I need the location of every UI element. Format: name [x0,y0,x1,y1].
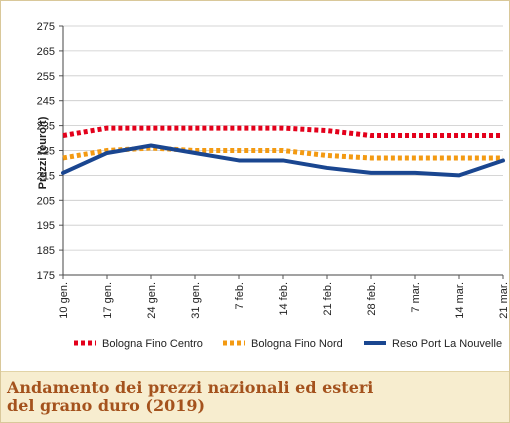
x-tick-labels: 10 gen. 17 gen. 24 gen. 31 gen. 7 feb. 14 feb… [58,282,510,319]
x-tick-label: 21 mar. [498,282,510,319]
y-axis-label: Prezzi (euro/t) [37,116,49,189]
x-tick-label: 28 feb. [366,282,378,316]
y-tick-label: 245 [37,96,55,108]
series-line-0 [62,125,503,139]
x-tick-label: 7 mar. [410,282,422,313]
x-tick-label: 21 feb. [322,282,334,316]
legend: Bologna Fino Centro Bologna Fino Nord Reso… [74,338,502,350]
series-line-1 [62,145,503,161]
y-tick-label: 275 [37,21,55,33]
y-tick-label: 215 [37,170,55,182]
y-tick-label: 265 [37,46,55,58]
series-line-2 [61,143,505,178]
y-tick-labels: 175 185 195 205 215 225 235 245 255 265 275 [37,21,55,282]
legend-label-2: Reso Port La Nouvelle [392,338,502,350]
line-chart: 175 185 195 205 215 225 235 245 255 265 275 10 gen… [37,21,510,350]
y-tick-label: 195 [37,220,55,232]
y-tick-label: 235 [37,121,55,133]
axes [59,25,504,279]
x-tick-label: 17 gen. [102,282,114,319]
x-tick-label: 7 feb. [234,282,246,310]
series-lines [61,125,505,178]
y-tick-label: 255 [37,71,55,83]
y-tick-label: 225 [37,146,55,158]
x-tick-label: 10 gen. [58,282,70,319]
x-tick-label: 24 gen. [146,282,158,319]
caption-line-1: Andamento dei prezzi nazionali ed esteri [7,378,374,397]
y-tick-label: 185 [37,245,55,257]
caption-line-2: del grano duro (2019) [7,396,206,415]
legend-label-0: Bologna Fino Centro [102,338,203,350]
x-tick-label: 14 feb. [278,282,290,316]
x-tick-label: 14 mar. [454,282,466,319]
legend-label-1: Bologna Fino Nord [251,338,343,350]
y-tick-label: 205 [37,195,55,207]
x-tick-label: 31 gen. [190,282,202,319]
y-tick-label: 175 [37,270,55,282]
chart-caption: Andamento dei prezzi nazionali ed esteri… [1,371,509,422]
